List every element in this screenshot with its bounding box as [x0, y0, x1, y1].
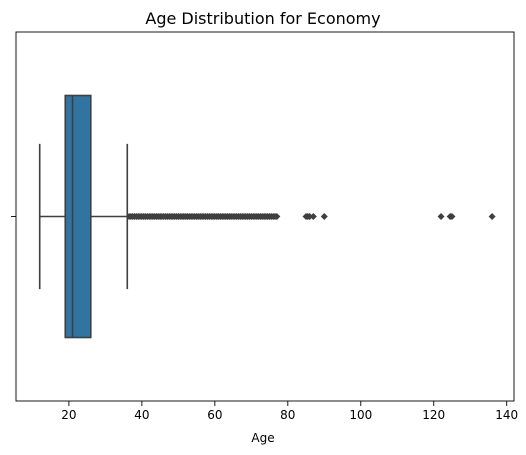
- outlier-marker: [320, 213, 328, 220]
- x-tick-label: 80: [280, 408, 295, 422]
- x-tick-label: 100: [349, 408, 372, 422]
- x-tick-label: 60: [207, 408, 222, 422]
- x-axis: 20 40 60 80 100 120 140: [61, 401, 518, 422]
- outlier-marker: [488, 213, 496, 220]
- x-tick-label: 140: [495, 408, 518, 422]
- outlier-marker: [448, 213, 456, 220]
- x-axis-label: Age: [251, 431, 274, 445]
- outlier-marker: [437, 213, 445, 220]
- iqr-box: [64, 94, 92, 339]
- x-tick-label: 120: [422, 408, 445, 422]
- outlier-marker: [306, 213, 314, 220]
- chart-title: Age Distribution for Economy: [145, 9, 380, 28]
- plot-area: 20 40 60 80 100 120 140: [11, 31, 518, 422]
- outlier-marker: [309, 213, 317, 220]
- outlier-marker: [273, 213, 281, 220]
- x-tick-label: 40: [134, 408, 149, 422]
- x-tick-label: 20: [61, 408, 76, 422]
